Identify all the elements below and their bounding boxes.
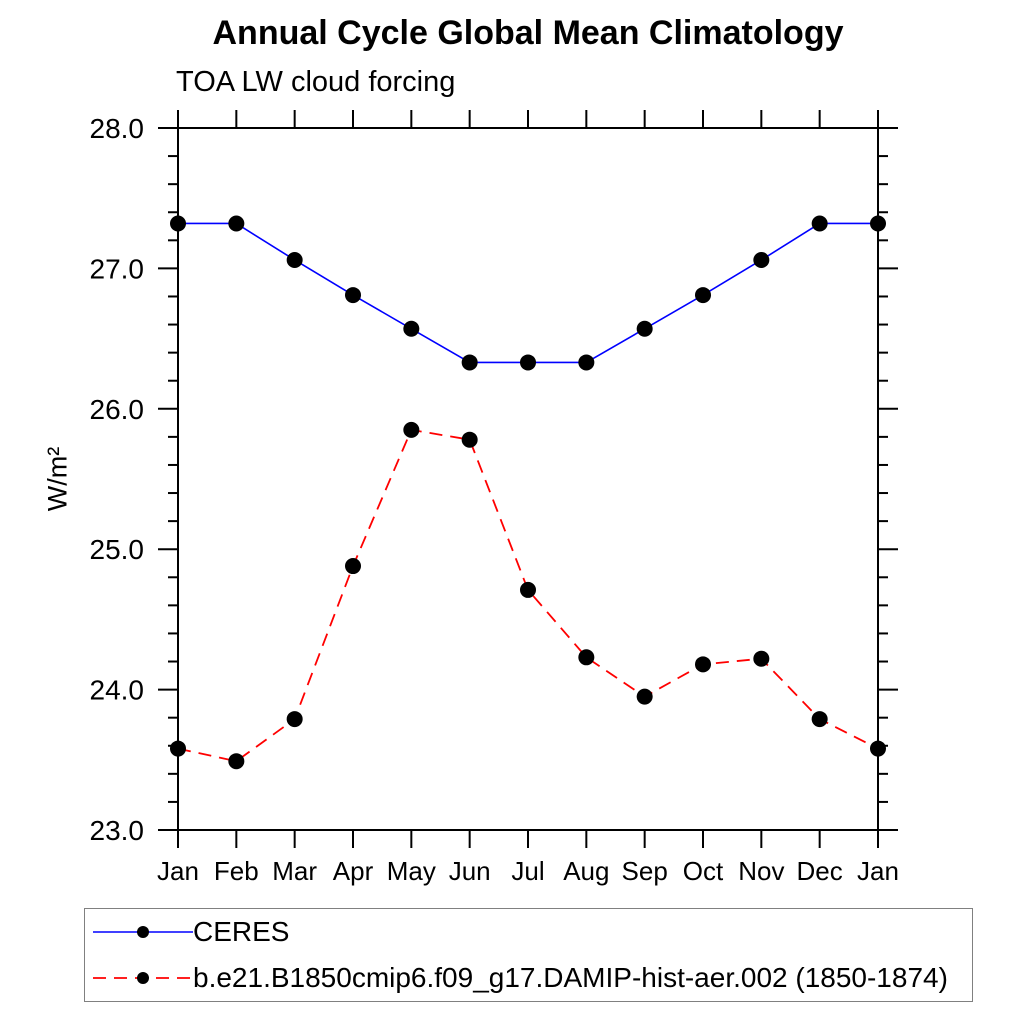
data-point-1-Mar [286,711,303,728]
y-tick-label: 23.0 [90,815,145,846]
data-point-0-Jun [461,354,478,371]
x-tick-label: Jan [157,856,199,886]
y-tick-label: 28.0 [90,113,145,144]
data-point-1-Nov [753,650,770,667]
plot-frame [177,127,879,831]
data-point-0-Nov [753,251,770,268]
data-point-0-Feb [228,215,245,232]
legend: CERES b.e21.B1850cmip6.f09_g17.DAMIP-his… [84,908,973,1002]
data-point-0-Jan [870,215,886,232]
x-tick-label: Nov [738,856,784,886]
x-tick-label: Mar [272,856,317,886]
y-tick-label: 26.0 [90,394,145,425]
data-point-0-Jul [520,354,536,371]
data-point-0-May [403,320,420,337]
data-point-1-Sep [636,688,653,705]
x-tick-label: Aug [563,856,609,886]
legend-label-ceres: CERES [193,916,290,947]
x-tick-label: Jun [449,856,491,886]
legend-item-model: b.e21.B1850cmip6.f09_g17.DAMIP-hist-aer.… [85,958,972,998]
y-tick-label: 25.0 [90,534,145,565]
series-line-0 [178,222,878,364]
x-tick-label: Apr [333,856,374,886]
data-point-0-Sep [636,320,653,337]
data-point-1-Jan [170,740,186,757]
legend-line-dashed-icon [93,972,193,984]
legend-item-ceres: CERES [85,912,972,952]
data-point-0-Dec [811,215,828,232]
data-point-0-Oct [695,287,711,304]
y-tick-label: 27.0 [90,253,145,284]
data-point-1-Oct [695,656,711,673]
x-tick-label: Sep [622,856,668,886]
x-tick-label: Jul [511,856,544,886]
data-point-1-Jul [520,581,536,598]
data-point-1-Jan [870,740,886,757]
chart-subtitle: TOA LW cloud forcing [176,66,456,98]
data-point-1-May [403,421,420,438]
data-point-1-Apr [345,558,361,575]
data-point-0-Apr [345,287,361,304]
data-point-1-Aug [578,649,595,666]
x-tick-label: Oct [683,856,724,886]
x-tick-label: Feb [214,856,259,886]
data-point-1-Jun [461,431,478,448]
chart-title: Annual Cycle Global Mean Climatology [212,14,844,52]
legend-line-solid-icon [93,926,193,938]
x-tick-label: Jan [857,856,899,886]
data-point-0-Mar [286,251,303,268]
data-point-0-Aug [578,354,595,371]
data-point-1-Dec [811,711,828,728]
data-point-1-Feb [228,753,245,770]
x-tick-label: Dec [797,856,843,886]
data-point-0-Jan [170,215,186,232]
y-tick-label: 24.0 [90,675,145,706]
x-tick-label: May [387,856,436,886]
legend-label-model: b.e21.B1850cmip6.f09_g17.DAMIP-hist-aer.… [193,962,948,993]
